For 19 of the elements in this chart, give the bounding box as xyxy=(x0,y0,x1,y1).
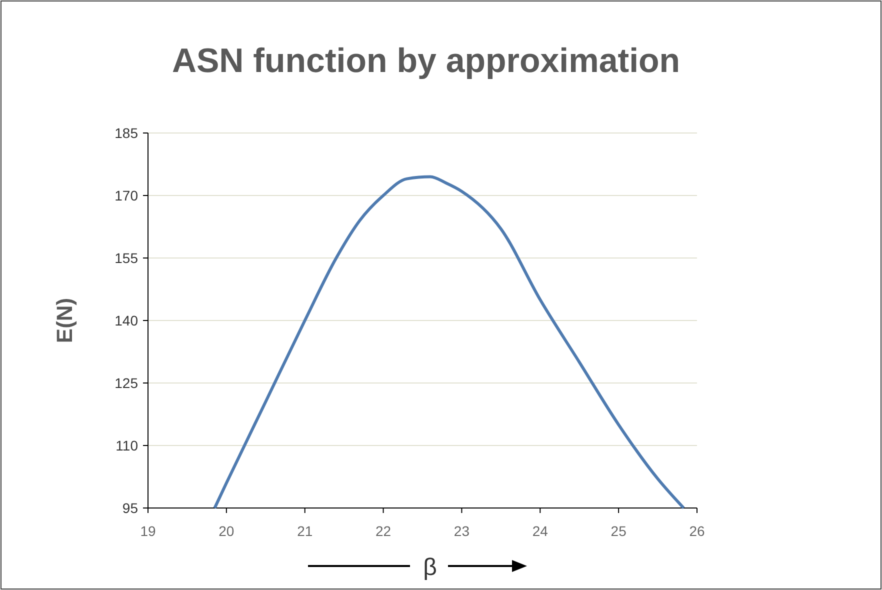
y-axis-title: E(N) xyxy=(52,298,77,344)
chart-title: ASN function by approximation xyxy=(172,42,680,80)
y-tick-label: 155 xyxy=(114,250,138,266)
x-tick-label: 19 xyxy=(140,523,156,539)
y-tick-label: 110 xyxy=(116,437,138,454)
x-tick-label: 25 xyxy=(610,523,627,539)
x-tick-label: 20 xyxy=(218,523,234,539)
line-series xyxy=(213,175,686,510)
y-tick-label: 95 xyxy=(122,500,138,516)
y-tick-label: 140 xyxy=(114,312,138,328)
y-tick-label: 170 xyxy=(114,187,138,204)
x-tick-label: 21 xyxy=(297,523,313,539)
x-axis-title: β xyxy=(423,554,437,581)
x-tick-label: 24 xyxy=(532,523,548,539)
x-tick-label: 26 xyxy=(689,523,705,539)
x-tick-label: 23 xyxy=(454,523,470,539)
x-tick-label: 22 xyxy=(375,523,392,539)
y-tick-label: 125 xyxy=(114,374,138,391)
y-tick-label: 185 xyxy=(114,124,138,141)
